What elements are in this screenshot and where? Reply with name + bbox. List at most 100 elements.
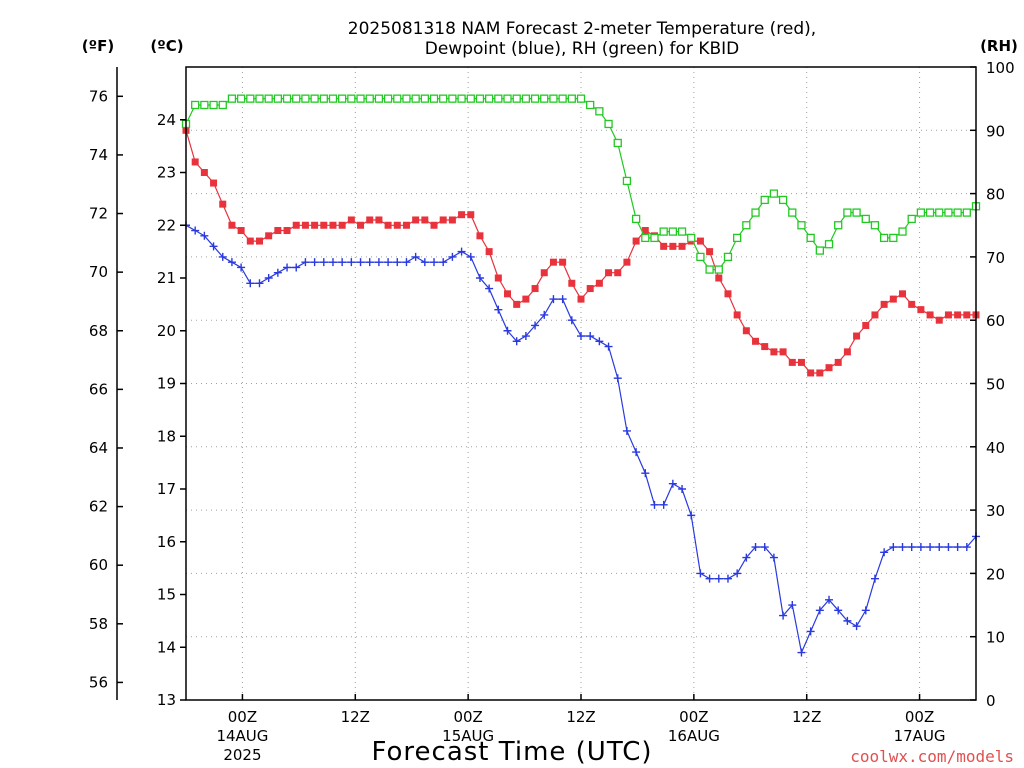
dewpoint-point xyxy=(622,426,631,435)
rh-point xyxy=(466,94,475,103)
rh-point xyxy=(448,94,457,103)
temperature-point xyxy=(228,221,236,229)
temperature-point xyxy=(770,348,778,356)
temperature-point xyxy=(733,311,741,319)
rh-point xyxy=(852,208,861,217)
dewpoint-point xyxy=(338,258,347,267)
temperature-point xyxy=(494,274,502,282)
rh-point xyxy=(604,119,613,129)
rh-point xyxy=(191,100,200,110)
temperature-point xyxy=(412,216,420,224)
series-layer xyxy=(181,94,981,657)
temperature-point xyxy=(926,311,934,319)
dewpoint-point xyxy=(898,543,907,552)
rh-unit-label: (RH) xyxy=(980,37,1018,55)
time-tick-label: 12Z xyxy=(566,708,595,726)
dewpoint-point xyxy=(861,606,870,615)
dewpoint-point xyxy=(852,622,861,631)
rh-point xyxy=(503,94,512,103)
temperature-point xyxy=(816,369,824,377)
rh-point xyxy=(457,94,466,103)
temperature-point xyxy=(237,227,245,235)
fahrenheit-tick-label: 76 xyxy=(89,87,108,105)
celsius-unit-label: (ºC) xyxy=(150,37,183,55)
rh-point xyxy=(788,208,797,217)
temperature-point xyxy=(430,221,438,229)
temperature-point xyxy=(586,285,594,293)
rh-point xyxy=(723,252,733,262)
rh-point xyxy=(797,221,806,230)
temperature-point xyxy=(577,295,585,303)
time-tick-label: 12Z xyxy=(792,708,821,726)
dewpoint-point xyxy=(714,574,723,583)
temperature-point xyxy=(191,158,199,166)
dewpoint-point xyxy=(962,543,971,552)
rh-point xyxy=(815,246,824,255)
dewpoint-point xyxy=(953,543,962,552)
rh-point xyxy=(641,233,650,243)
rh-tick-label: 70 xyxy=(986,249,1005,267)
dewpoint-point xyxy=(411,252,420,261)
dewpoint-point xyxy=(641,469,650,478)
credit-text: coolwx.com/models xyxy=(850,747,1014,766)
temperature-point xyxy=(715,274,723,282)
rh-point xyxy=(935,208,944,217)
celsius-tick-label: 23 xyxy=(157,164,176,182)
fahrenheit-tick-label: 62 xyxy=(89,498,108,516)
dewpoint-point xyxy=(457,247,466,256)
rh-point xyxy=(668,227,678,236)
celsius-tick-label: 17 xyxy=(157,480,176,498)
dewpoint-line xyxy=(185,224,977,655)
dewpoint-point xyxy=(696,569,705,578)
rh-point xyxy=(310,94,319,103)
dewpoint-point xyxy=(613,374,622,383)
time-tick-label: 12Z xyxy=(341,708,370,726)
temperature-point xyxy=(871,311,879,319)
temperature-point xyxy=(669,242,677,250)
dewpoint-point xyxy=(604,342,613,351)
dewpoint-point xyxy=(521,332,530,341)
rh-point xyxy=(236,94,246,103)
temperature-point xyxy=(421,216,429,224)
dewpoint-point xyxy=(540,310,549,319)
fahrenheit-tick-label: 72 xyxy=(89,205,108,223)
dewpoint-point xyxy=(191,226,200,235)
dewpoint-point xyxy=(475,274,484,282)
fahrenheit-tick-label: 68 xyxy=(89,322,108,340)
chart-title-line1: 2025081318 NAM Forecast 2-meter Temperat… xyxy=(348,19,816,39)
dewpoint-point xyxy=(632,448,641,457)
temperature-point xyxy=(605,269,613,277)
temperature-point xyxy=(274,227,282,235)
dewpoint-point xyxy=(779,611,788,620)
time-tick-label: 00Z xyxy=(905,708,934,726)
dewpoint-point xyxy=(723,574,732,583)
temperature-point xyxy=(843,348,851,356)
rh-line xyxy=(185,97,977,271)
rh-point xyxy=(227,94,237,103)
dewpoint-point xyxy=(907,543,916,552)
rh-tick-label: 80 xyxy=(986,186,1005,204)
rh-point xyxy=(778,195,788,205)
rh-point xyxy=(870,221,880,230)
dewpoint-point xyxy=(292,263,301,272)
rh-point xyxy=(383,94,393,103)
dewpoint-point xyxy=(916,543,925,552)
temperature-point xyxy=(788,358,796,366)
rh-point xyxy=(549,94,558,103)
rh-point xyxy=(861,214,870,224)
rh-point xyxy=(714,265,723,274)
dewpoint-point xyxy=(733,569,742,578)
dewpoint-point xyxy=(944,543,953,552)
celsius-tick-label: 16 xyxy=(157,533,176,551)
dewpoint-point xyxy=(531,321,540,330)
temperature-point xyxy=(963,311,971,319)
dewpoint-point xyxy=(870,574,879,583)
temperature-point xyxy=(292,221,300,229)
dewpoint-point xyxy=(430,258,439,267)
temperature-point xyxy=(311,221,319,229)
rh-point xyxy=(622,176,632,186)
rh-tick-label: 90 xyxy=(986,122,1005,140)
rh-point xyxy=(586,100,595,110)
rh-point xyxy=(347,94,356,103)
temperature-point xyxy=(862,321,870,329)
